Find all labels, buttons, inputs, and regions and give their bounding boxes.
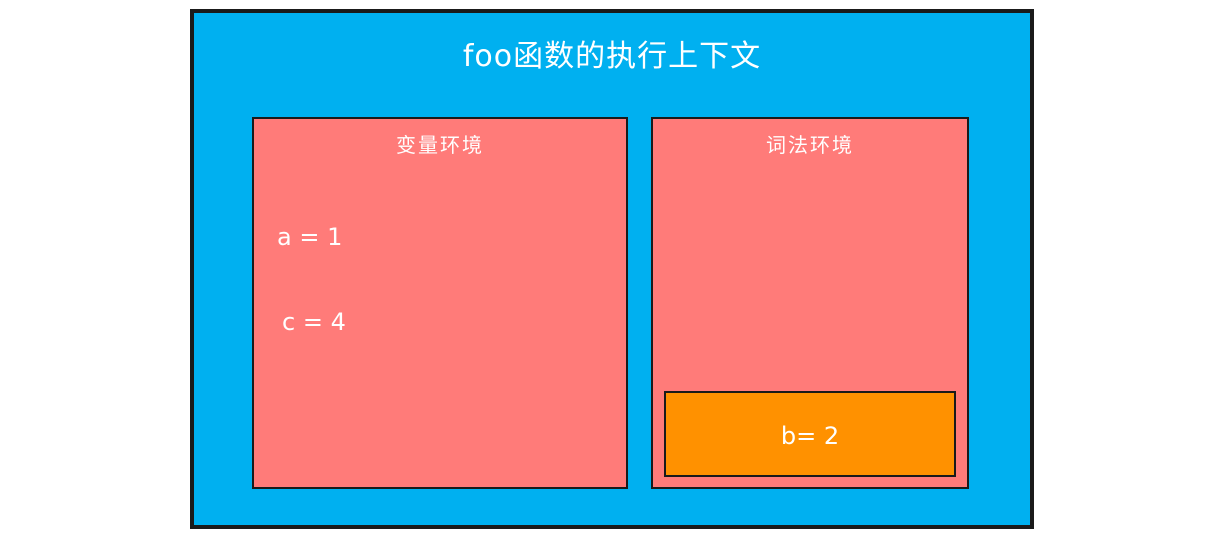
variable-b: b= 2 xyxy=(780,422,840,450)
block-scope: b= 2 xyxy=(664,391,956,477)
variable-environment-label: 变量环境 xyxy=(396,133,484,157)
variable-environment: 变量环境 a = 1 c = 4 xyxy=(252,117,628,489)
variable-c: c = 4 xyxy=(282,308,346,336)
execution-context-title: foo函数的执行上下文 xyxy=(462,39,762,74)
execution-context: foo函数的执行上下文 变量环境 a = 1 c = 4 词法环境 b= 2 xyxy=(190,9,1034,529)
variable-a: a = 1 xyxy=(277,223,343,251)
lexical-environment: 词法环境 b= 2 xyxy=(651,117,969,489)
lexical-environment-label: 词法环境 xyxy=(766,133,854,157)
